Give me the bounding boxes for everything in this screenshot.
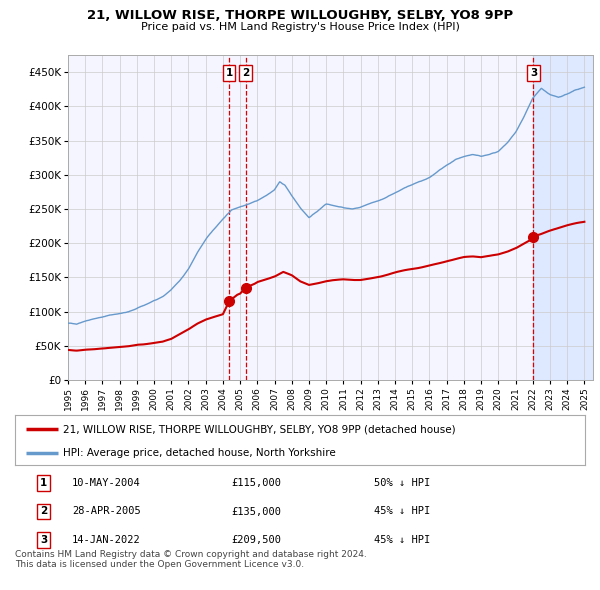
Text: £135,000: £135,000: [232, 506, 281, 516]
Text: £209,500: £209,500: [232, 535, 281, 545]
Text: 21, WILLOW RISE, THORPE WILLOUGHBY, SELBY, YO8 9PP (detached house): 21, WILLOW RISE, THORPE WILLOUGHBY, SELB…: [64, 424, 456, 434]
Text: HPI: Average price, detached house, North Yorkshire: HPI: Average price, detached house, Nort…: [64, 447, 336, 457]
Text: 45% ↓ HPI: 45% ↓ HPI: [374, 535, 430, 545]
Text: Contains HM Land Registry data © Crown copyright and database right 2024.
This d: Contains HM Land Registry data © Crown c…: [15, 550, 367, 569]
Text: 1: 1: [226, 68, 233, 78]
Text: 14-JAN-2022: 14-JAN-2022: [72, 535, 141, 545]
Text: Price paid vs. HM Land Registry's House Price Index (HPI): Price paid vs. HM Land Registry's House …: [140, 22, 460, 32]
Text: 10-MAY-2004: 10-MAY-2004: [72, 478, 141, 488]
Text: 2: 2: [40, 506, 47, 516]
Text: 3: 3: [40, 535, 47, 545]
Text: 28-APR-2005: 28-APR-2005: [72, 506, 141, 516]
Text: 3: 3: [530, 68, 537, 78]
Bar: [533, 55, 593, 380]
Text: 21, WILLOW RISE, THORPE WILLOUGHBY, SELBY, YO8 9PP: 21, WILLOW RISE, THORPE WILLOUGHBY, SELB…: [87, 9, 513, 22]
Text: 1: 1: [40, 478, 47, 488]
Text: £115,000: £115,000: [232, 478, 281, 488]
Text: 2: 2: [242, 68, 249, 78]
Text: 50% ↓ HPI: 50% ↓ HPI: [374, 478, 430, 488]
Text: 45% ↓ HPI: 45% ↓ HPI: [374, 506, 430, 516]
